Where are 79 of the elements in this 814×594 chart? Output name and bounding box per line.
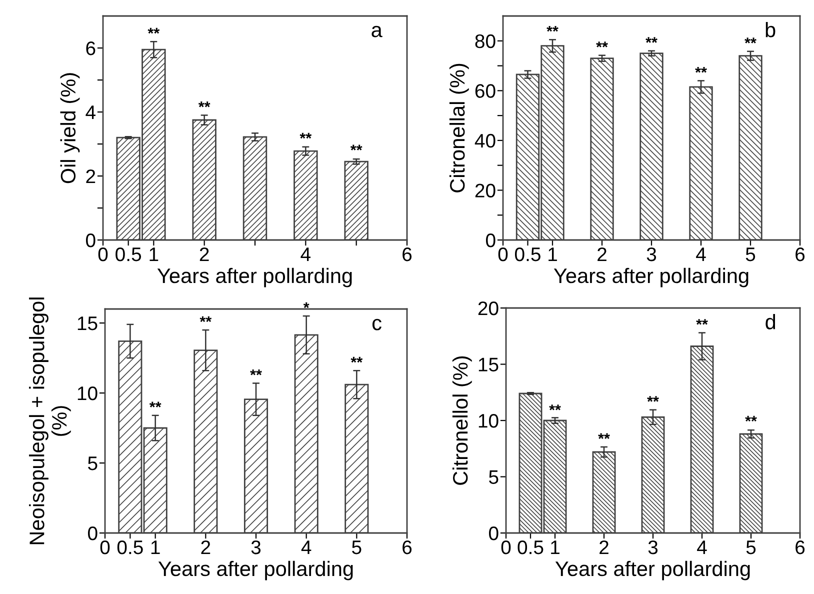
x-tick-label: 3 — [251, 540, 261, 554]
y-tick-label: 6 — [86, 41, 96, 56]
x-tick-label: 0.5 — [518, 540, 544, 554]
y-tick-label: 15 — [478, 358, 498, 372]
x-tick-label: 5 — [746, 248, 756, 262]
annotation: a — [372, 26, 382, 38]
annotation: ** — [546, 26, 558, 32]
y-tick-label: 60 — [475, 84, 496, 98]
x-axis-title: Years after pollarding — [158, 560, 353, 580]
annotation: ** — [745, 416, 757, 422]
x-tick-label: 0.5 — [514, 247, 540, 262]
annotation: ** — [250, 370, 262, 376]
annotation: * — [303, 302, 310, 308]
y-tick-label: 0 — [86, 233, 96, 248]
x-tick-label: 2 — [598, 247, 606, 262]
x-axis-title: Years after pollarding — [555, 560, 750, 580]
x-tick-label: 3 — [646, 247, 656, 262]
y-axis-title: Citronellol (%) — [452, 356, 472, 485]
x-tick-label: 3 — [648, 540, 658, 554]
y-tick-label: 2 — [86, 169, 96, 184]
annotation: d — [766, 314, 776, 330]
y-tick-label: 5 — [489, 470, 498, 484]
y-tick-label: 15 — [78, 316, 98, 330]
annotation: ** — [695, 67, 707, 73]
y-tick-label: 0 — [88, 526, 98, 540]
x-tick-label: 6 — [402, 247, 412, 262]
annotation: ** — [598, 433, 610, 439]
x-tick-label: 1 — [551, 540, 560, 554]
x-axis-title: Years after pollarding — [554, 268, 748, 288]
y-tick-label: 10 — [478, 414, 498, 428]
x-tick-label: 6 — [796, 247, 805, 262]
y-tick-label: 0 — [489, 526, 498, 540]
y-axis-title: Oil yield (%) — [60, 73, 80, 184]
x-tick-label: 2 — [200, 247, 209, 262]
x-tick-label: 0 — [98, 247, 108, 262]
y-tick-label: 20 — [478, 301, 498, 316]
y-axis-title: Citronellal (%) — [449, 64, 469, 192]
x-axis-title: Years after pollarding — [157, 268, 352, 288]
x-tick-label: 0 — [100, 540, 110, 554]
y-tick-label: 80 — [475, 34, 496, 48]
annotation: ** — [744, 38, 756, 44]
annotation: ** — [647, 396, 659, 402]
annotation: ** — [350, 356, 363, 363]
x-tick-label: 0.5 — [116, 247, 142, 262]
annotation: ** — [148, 28, 160, 34]
annotation: ** — [300, 132, 312, 139]
x-tick-label: 0 — [501, 540, 511, 554]
annotation: ** — [696, 319, 708, 325]
y-tick-label: 40 — [474, 134, 496, 148]
annotation: b — [766, 22, 776, 38]
x-tick-label: 5 — [352, 540, 362, 554]
x-tick-label: 4 — [301, 540, 312, 554]
annotation: ** — [350, 144, 362, 150]
x-tick-label: 4 — [696, 248, 706, 262]
y-tick-label: 4 — [86, 106, 96, 120]
x-tick-label: 1 — [151, 540, 160, 554]
x-tick-label: 1 — [548, 248, 557, 262]
x-tick-label: 6 — [402, 540, 412, 554]
y-tick-label: 5 — [88, 456, 98, 470]
x-tick-label: 1 — [150, 248, 158, 262]
annotation: ** — [549, 404, 561, 410]
x-tick-label: 6 — [796, 540, 805, 554]
x-tick-label: 4 — [300, 248, 311, 262]
y-tick-label: 20 — [475, 184, 496, 198]
x-tick-label: 0.5 — [117, 540, 143, 554]
y-axis-title: Neoisopulegol + isopulegol (%) — [29, 298, 71, 544]
annotation: ** — [596, 42, 608, 48]
annotation: ** — [198, 102, 210, 108]
annotation: ** — [200, 316, 212, 322]
annotation: c — [372, 318, 382, 330]
x-tick-label: 2 — [600, 540, 608, 554]
annotation: ** — [646, 37, 658, 43]
y-tick-label: 0 — [486, 233, 496, 248]
x-tick-label: 4 — [697, 540, 707, 554]
x-tick-label: 0 — [498, 247, 508, 262]
annotation: ** — [149, 402, 162, 408]
y-tick-label: 10 — [78, 386, 98, 400]
x-tick-label: 5 — [746, 540, 756, 554]
x-tick-label: 2 — [201, 540, 210, 554]
